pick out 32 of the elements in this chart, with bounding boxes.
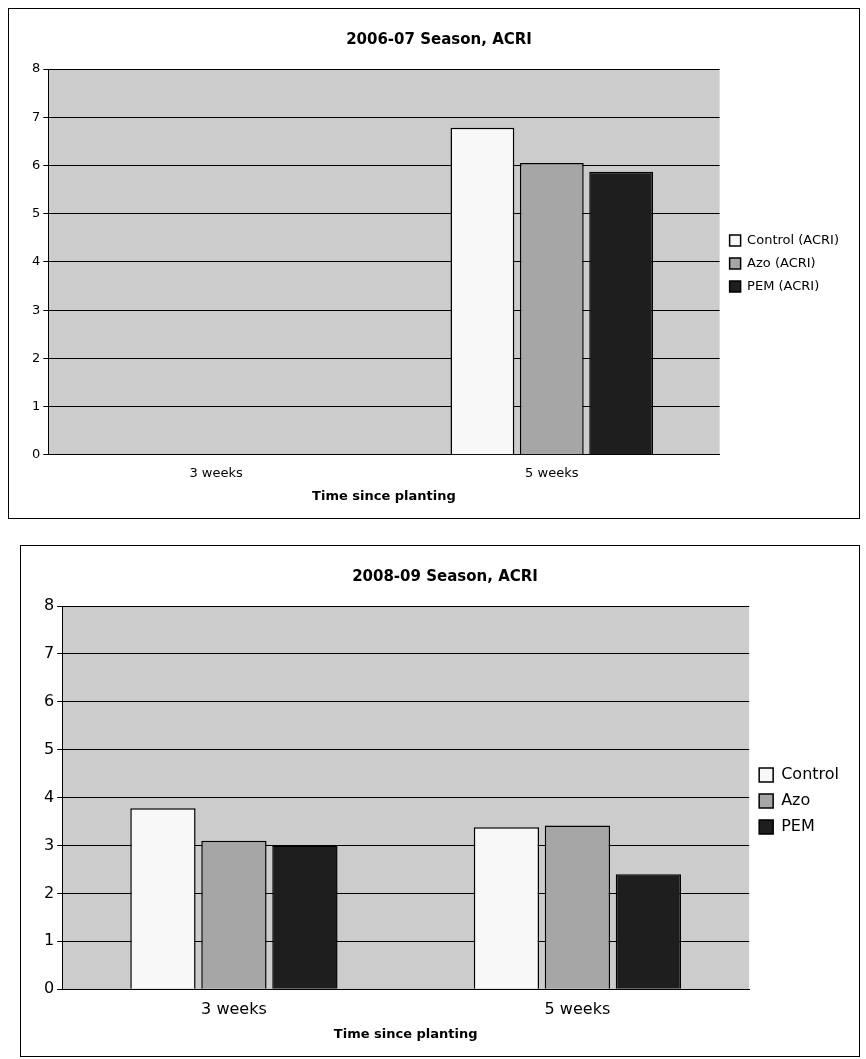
legend-label: Control (ACRI) — [747, 231, 840, 247]
y-tick-label: 1 — [43, 930, 55, 950]
x-tick-label: 5 weeks — [544, 998, 611, 1018]
legend-label: Control — [781, 764, 840, 784]
x-axis-title: Time since planting — [312, 487, 456, 503]
chart-title: 2008-09 Season, ACRI — [352, 566, 538, 585]
y-tick-label: 1 — [31, 397, 41, 413]
y-tick-label: 2 — [31, 349, 41, 365]
y-tick-label: 8 — [31, 60, 41, 76]
x-axis-title: Time since planting — [333, 1025, 478, 1041]
y-tick-label: 5 — [31, 205, 41, 221]
y-tick-label: 3 — [31, 301, 41, 317]
y-tick-label: 2 — [43, 882, 55, 902]
y-tick-label: 3 — [43, 834, 55, 854]
legend-label: Azo — [781, 790, 811, 810]
y-tick-label: 4 — [31, 253, 41, 269]
y-tick-label: 7 — [31, 108, 41, 124]
y-tick-label: 4 — [43, 786, 55, 806]
legend-label: PEM — [781, 816, 815, 836]
y-tick-label: 5 — [43, 738, 55, 758]
y-tick-label: 0 — [31, 446, 41, 462]
x-tick-label: 3 weeks — [201, 998, 267, 1018]
y-tick-label: 6 — [31, 156, 41, 172]
y-tick-label: 6 — [43, 690, 55, 710]
legend-label: PEM (ACRI) — [747, 277, 820, 293]
x-tick-label: 5 weeks — [525, 464, 579, 480]
legend-label: Azo (ACRI) — [747, 254, 816, 270]
y-tick-label: 0 — [43, 978, 55, 998]
y-tick-label: 7 — [43, 643, 55, 663]
chart-title: 2006-07 Season, ACRI — [346, 29, 532, 48]
x-tick-label: 3 weeks — [189, 464, 243, 480]
y-tick-label: 8 — [43, 595, 55, 615]
